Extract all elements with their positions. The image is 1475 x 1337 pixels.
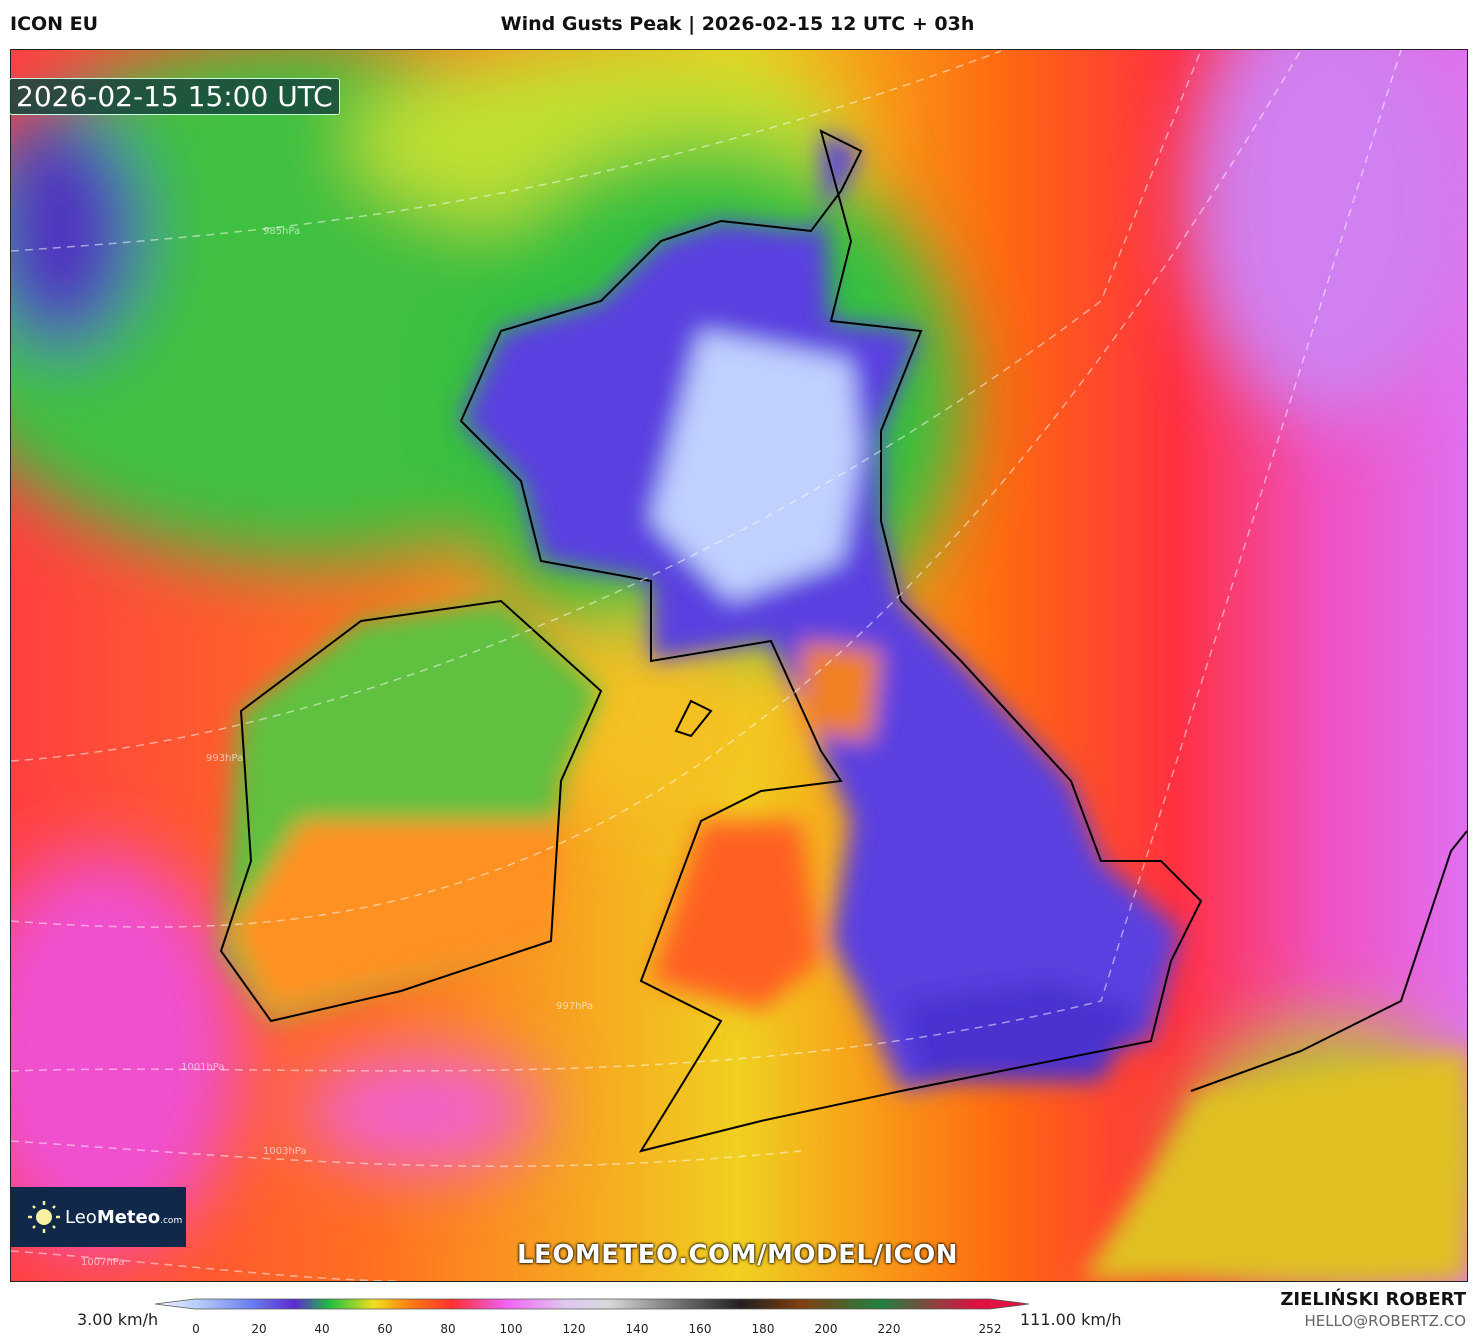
- map-canvas: 985hPa 993hPa 997hPa 1001hPa 1003hPa 100…: [11, 50, 1467, 1281]
- model-name: ICON EU: [10, 13, 99, 35]
- colorbar-tick: 140: [625, 1322, 649, 1336]
- colorbar-tick: 120: [562, 1322, 586, 1336]
- watermark-url: LEOMETEO.COM/MODEL/ICON: [516, 1240, 959, 1270]
- colorbar-tick: 20: [251, 1322, 267, 1336]
- colorbar-max-label: 111.00 km/h: [1020, 1310, 1122, 1329]
- colorbar-tick: 160: [688, 1322, 712, 1336]
- isobar-label: 1003hPa: [263, 1146, 307, 1157]
- isobar-label: 997hPa: [556, 1001, 593, 1012]
- isobar-label: 1001hPa: [181, 1062, 225, 1073]
- colorbar-tick: 200: [814, 1322, 838, 1336]
- colorbar-tick: 40: [314, 1322, 330, 1336]
- isobar-label: 993hPa: [206, 753, 243, 764]
- colorbar-tick: 100: [499, 1322, 523, 1336]
- valid-time-stamp: 2026-02-15 15:00 UTC: [9, 78, 340, 115]
- colorbar-tick: 252: [978, 1322, 1002, 1336]
- colorbar-tick: 60: [377, 1322, 393, 1336]
- coastlines: [219, 129, 1467, 1153]
- colorbar-tick: 80: [440, 1322, 456, 1336]
- leometeo-logo[interactable]: LeoMeteo.com: [11, 1187, 186, 1247]
- colorbar-tick: 0: [192, 1322, 200, 1336]
- colorbar-tick: 220: [877, 1322, 901, 1336]
- wind-gust-map[interactable]: 985hPa 993hPa 997hPa 1001hPa 1003hPa 100…: [10, 49, 1468, 1282]
- chart-title: Wind Gusts Peak | 2026-02-15 12 UTC + 03…: [500, 13, 975, 35]
- colorbar-tick: 180: [751, 1322, 775, 1336]
- author-name: ZIELIŃSKI ROBERT: [1280, 1289, 1466, 1310]
- logo-text: LeoMeteo.com: [65, 1206, 183, 1228]
- sun-icon: [28, 1201, 60, 1233]
- isobar-label: 1007hPa: [81, 1257, 125, 1268]
- colorbar-min-label: 3.00 km/h: [77, 1310, 159, 1329]
- author-email: HELLO@ROBERTZ.CO: [1304, 1312, 1466, 1330]
- isobar-label: 985hPa: [263, 226, 300, 237]
- colorbar: [155, 1298, 1030, 1310]
- isobars: [11, 50, 1402, 1281]
